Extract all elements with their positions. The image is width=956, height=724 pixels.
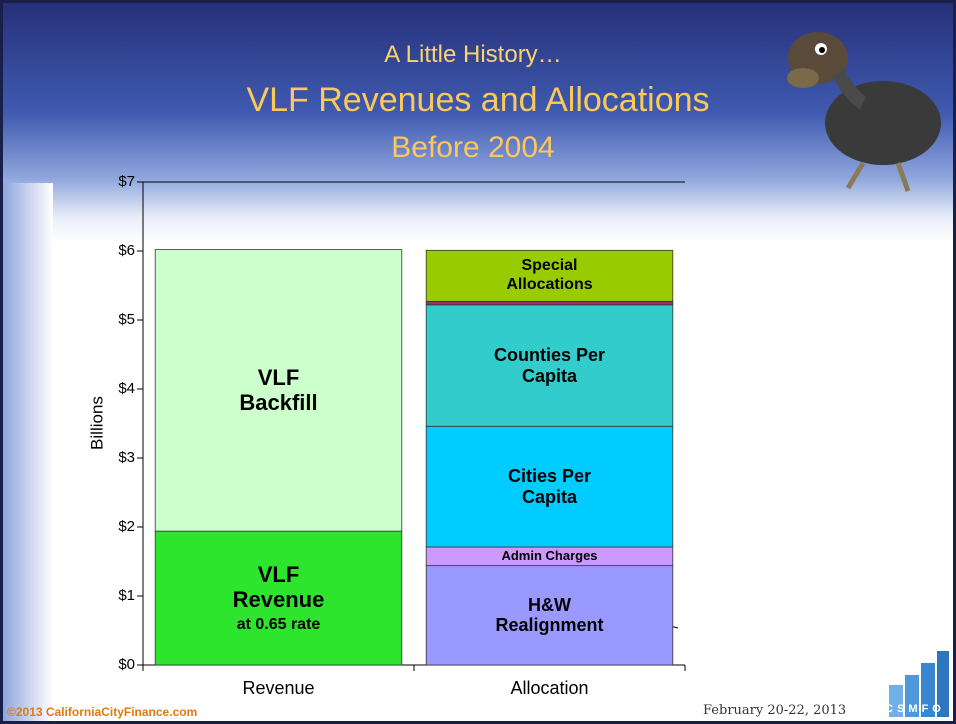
dodo-illustration — [787, 32, 941, 192]
segment-label-box: Cities Per Capita — [426, 426, 673, 547]
segment-label-box: Special Allocations — [426, 250, 673, 301]
y-axis-label: Billions — [87, 396, 106, 450]
copyright: ©2013 CaliforniaCityFinance.com — [7, 705, 198, 719]
segment-label-box: Admin Charges — [426, 547, 673, 566]
slide-title: VLF Revenues and Allocations — [246, 81, 710, 119]
bar-segment — [425, 249, 674, 302]
y-tick-label: $2 — [118, 518, 135, 535]
segment-label-box: Counties Per Capita — [426, 305, 673, 426]
segment-label-box: VLF Revenue at 0.65 rate — [155, 531, 402, 665]
x-tick-label: Revenue — [242, 678, 314, 698]
segment-label: H&W Realignment — [495, 594, 604, 636]
segment-label: Admin Charges — [501, 547, 598, 563]
segment-label: Special Allocations — [506, 257, 593, 293]
slide-kicker: A Little History… — [384, 41, 562, 68]
segment-note: at 0.65 rate — [236, 616, 321, 634]
slide-subtitle: Before 2004 — [391, 131, 555, 164]
logo: CSMFO — [881, 651, 949, 717]
y-tick-label: $0 — [118, 656, 135, 673]
segment-label: Counties Per Capita — [493, 344, 605, 386]
y-tick-label: $7 — [118, 173, 135, 190]
segment-label: VLF Revenue — [232, 561, 325, 612]
bar-segment — [425, 565, 674, 666]
segment-label: VLF Backfill — [239, 365, 318, 416]
segment-label: Cities Per Capita — [507, 465, 592, 507]
y-tick-label: $3 — [118, 449, 135, 466]
bar-segment — [425, 425, 674, 548]
y-tick-label: $4 — [118, 380, 135, 397]
date: February 20-22, 2013 — [703, 703, 847, 718]
bar-segment — [425, 304, 674, 427]
bar-segment — [154, 249, 403, 532]
y-tick-label: $5 — [118, 311, 135, 328]
chart: Billions $0 $1 $2 $3 $4 $5 $6 $7 Revenue Allocati… — [87, 32, 941, 698]
logo-text: CSMFO — [885, 703, 945, 715]
segment-label-box: VLF Backfill — [155, 250, 402, 532]
segment-label-box: H&W Realignment — [426, 566, 673, 665]
y-tick-label: $6 — [118, 242, 135, 259]
y-tick-label: $1 — [118, 587, 135, 604]
x-tick-label: Allocation — [510, 678, 588, 698]
